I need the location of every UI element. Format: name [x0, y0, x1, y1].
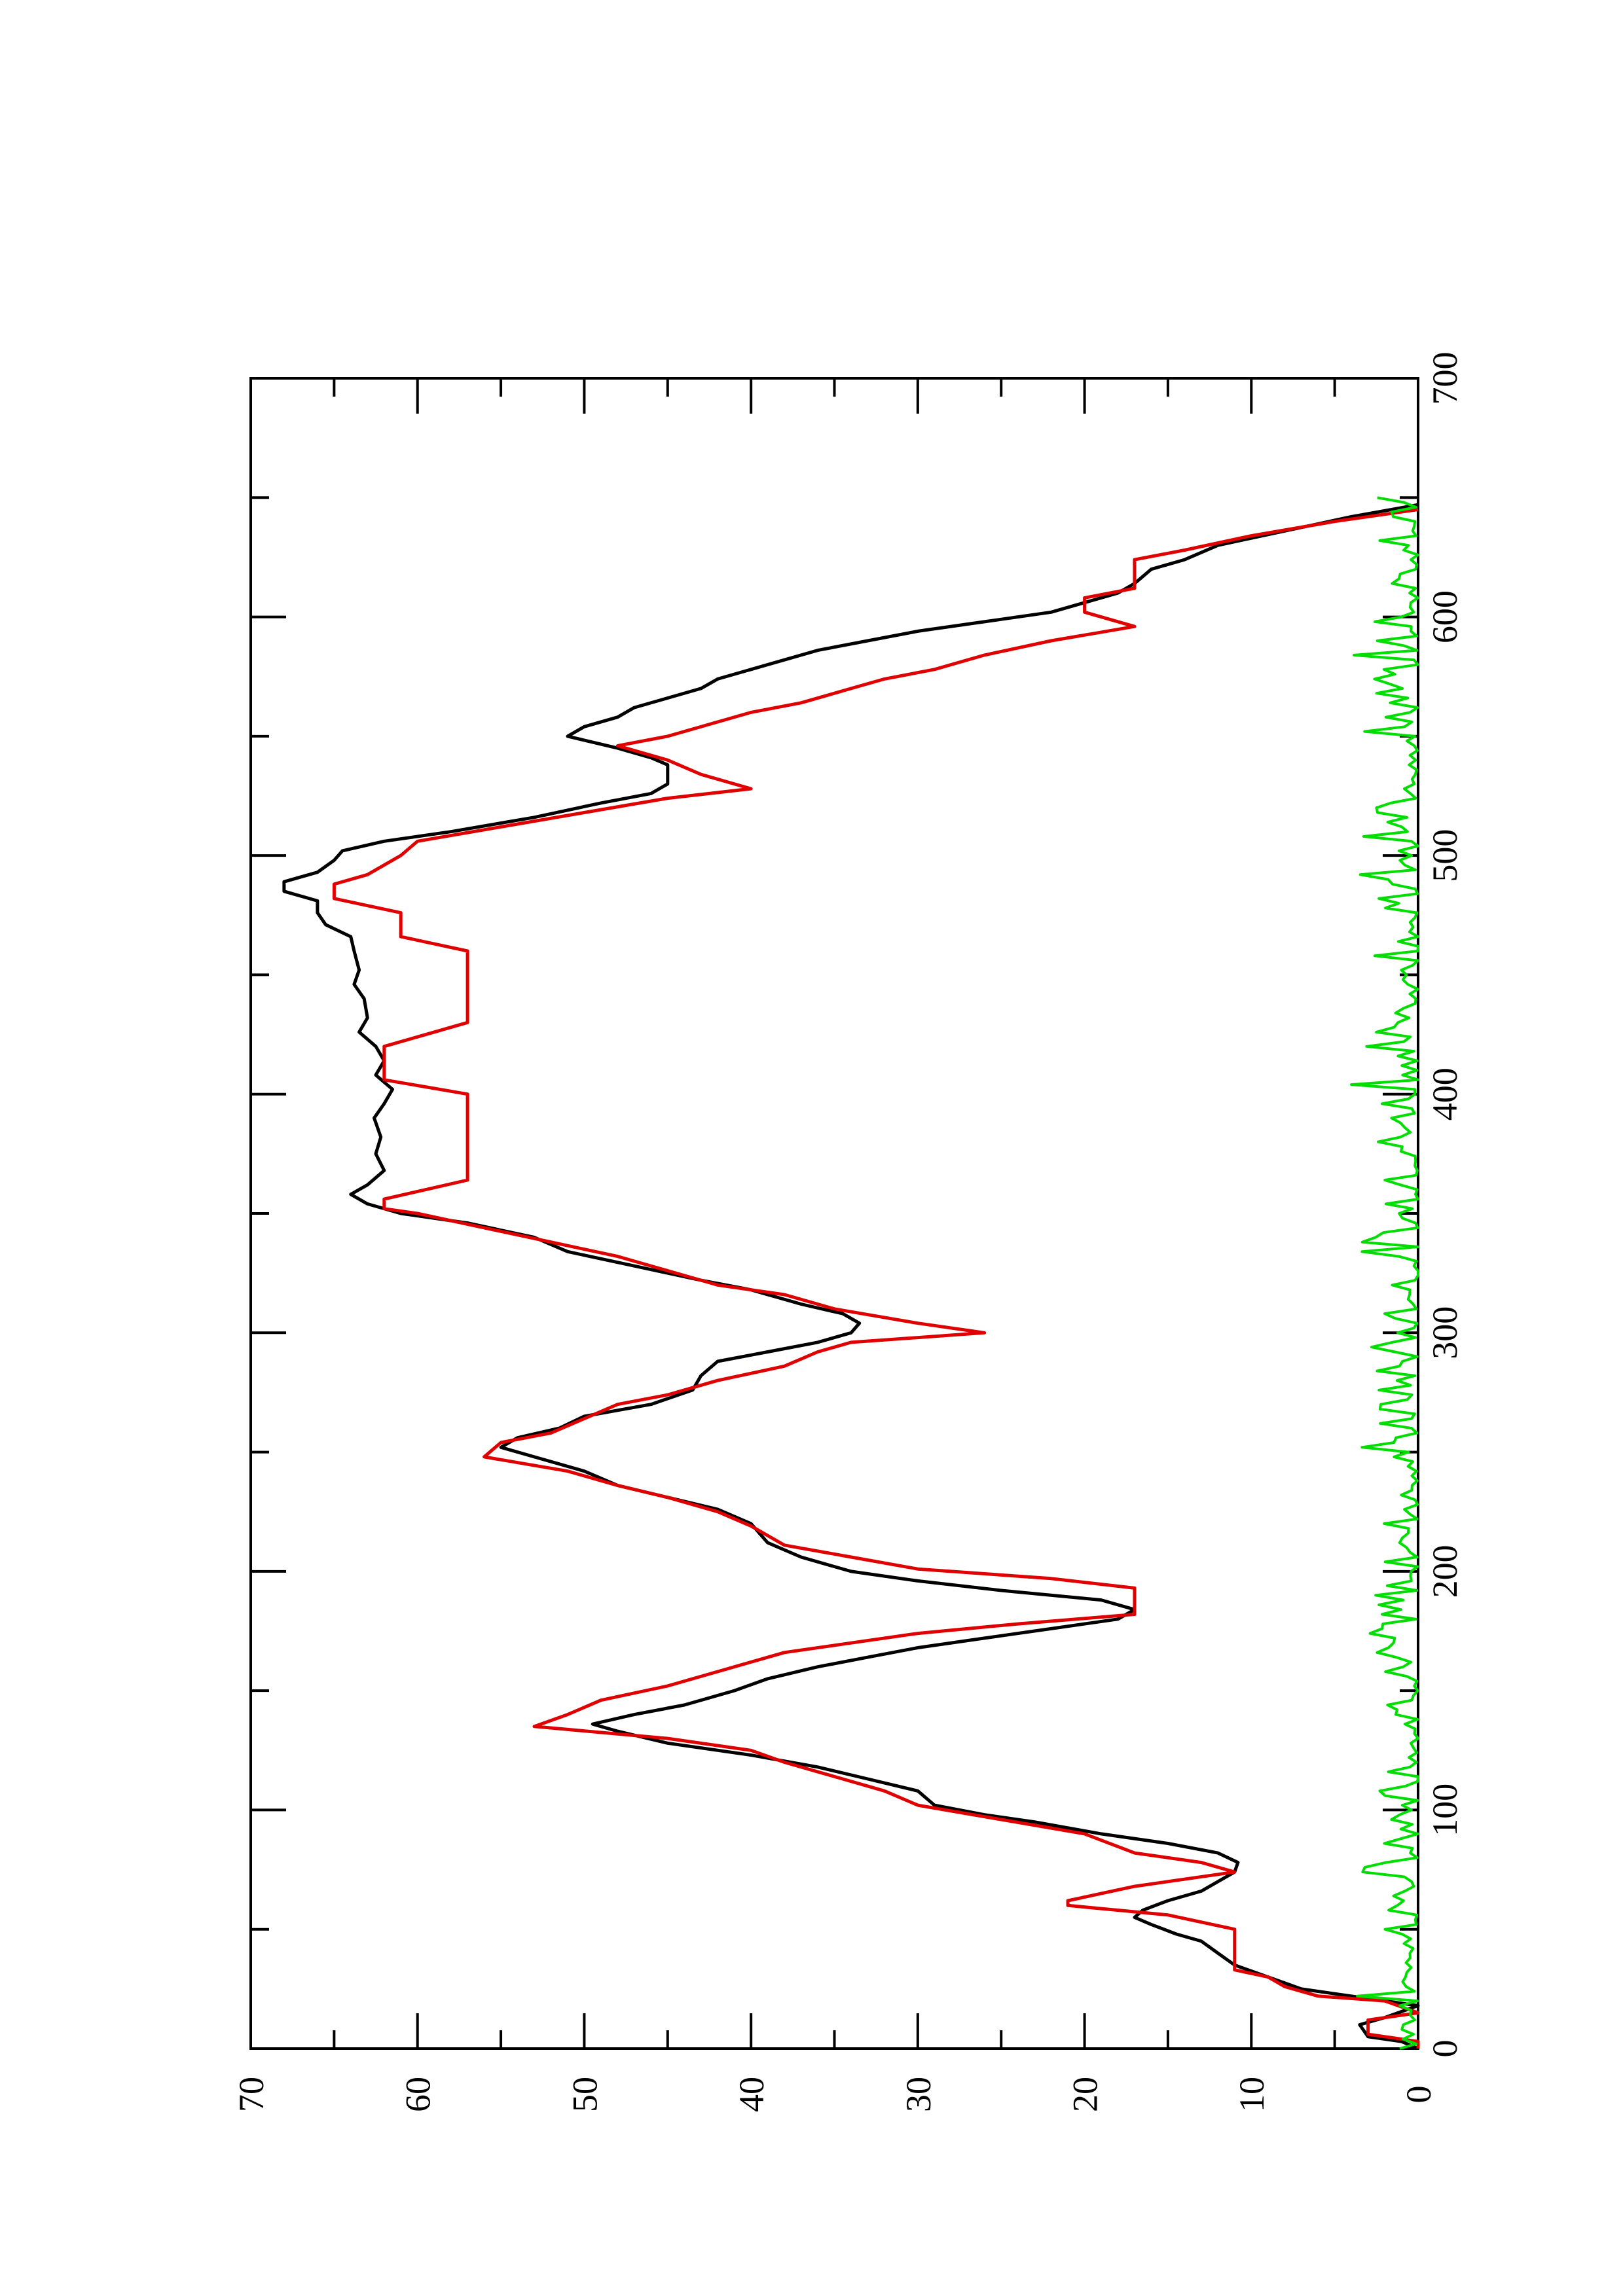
x-tick-label: 600 [1425, 590, 1465, 643]
series-line-3 [1350, 496, 1419, 2050]
y-tick-label: 0 [1399, 2086, 1438, 2104]
y-tick-label: 30 [899, 2077, 938, 2112]
y-tick-label: 70 [232, 2077, 271, 2112]
y-tick-label: 60 [399, 2077, 438, 2112]
axis-tick-labels: 0 100 200 300 400 500 600 700 0 10 20 30 40 50 60 70 [232, 352, 1465, 2113]
y-tick-label: 40 [732, 2077, 771, 2112]
series-line-2 [332, 508, 1420, 2049]
x-tick-label: 400 [1425, 1067, 1465, 1121]
plot-frame [249, 377, 1419, 2050]
y-tick-label: 10 [1232, 2077, 1271, 2112]
y-tick-label: 50 [565, 2077, 604, 2112]
x-tick-label: 500 [1425, 829, 1465, 882]
x-tick-label: 200 [1425, 1545, 1465, 1598]
y-tick-label: 20 [1065, 2077, 1104, 2112]
x-tick-label: 300 [1425, 1306, 1465, 1359]
x-tick-label: 700 [1425, 352, 1465, 405]
x-tick-label: 100 [1425, 1784, 1465, 1837]
axis-ticks [249, 377, 1419, 2050]
plot-border [249, 377, 1419, 2050]
x-tick-label: 0 [1425, 2040, 1465, 2058]
series-layer [282, 496, 1420, 2051]
series-line-1 [282, 503, 1420, 2051]
